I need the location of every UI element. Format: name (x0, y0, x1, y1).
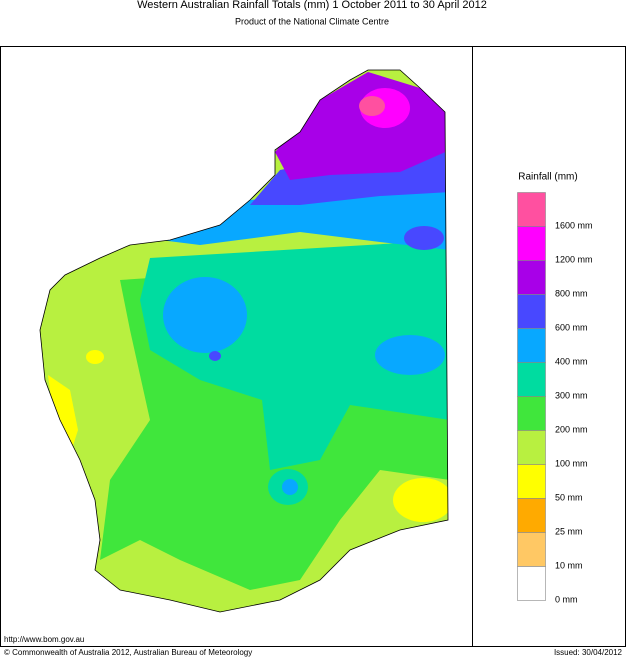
zone (163, 277, 247, 353)
legend-label: 50 mm (555, 492, 583, 502)
legend-label: 1600 mm (555, 220, 593, 230)
legend-swatch (517, 192, 546, 227)
zone (404, 226, 444, 250)
legend-swatch (517, 430, 546, 465)
legend-label: 0 mm (555, 594, 578, 604)
legend-swatch (517, 362, 546, 397)
zone (393, 478, 448, 522)
legend-label: 800 mm (555, 288, 588, 298)
zone (160, 180, 448, 250)
legend-swatch (517, 226, 546, 261)
footer-copyright: © Commonwealth of Australia 2012, Austra… (4, 648, 252, 657)
legend-label: 300 mm (555, 390, 588, 400)
zone (86, 350, 104, 364)
legend-swatch (517, 532, 546, 567)
subtitle: Product of the National Climate Centre (235, 16, 389, 26)
legend-label: 400 mm (555, 356, 588, 366)
legend-swatch (517, 464, 546, 499)
zone (209, 351, 221, 361)
legend-label: 100 mm (555, 458, 588, 468)
rainfall-map (40, 70, 448, 612)
zone (359, 96, 385, 116)
legend-swatch (517, 396, 546, 431)
legend-swatch (517, 498, 546, 533)
legend-label: 25 mm (555, 526, 583, 536)
legend-swatch (517, 294, 546, 329)
legend-label: 1200 mm (555, 254, 593, 264)
zone (250, 150, 448, 205)
legend-label: 10 mm (555, 560, 583, 570)
zone (48, 375, 78, 455)
legend-title: Rainfall (mm) (518, 172, 577, 183)
legend-swatch (517, 260, 546, 295)
legend-label: 200 mm (555, 424, 588, 434)
state-outline (39, 69, 449, 613)
zone (375, 335, 445, 375)
footer-url: http://www.bom.gov.au (4, 635, 84, 644)
title: Western Australian Rainfall Totals (mm) … (137, 0, 487, 11)
footer-issued: Issued: 30/04/2012 (554, 648, 623, 657)
legend: 1600 mm 1200 mm 800 mm 600 mm 400 mm 300 mm 20… (517, 192, 593, 604)
legend-swatch (517, 328, 546, 363)
zone (282, 479, 298, 495)
legend-swatch (517, 566, 546, 601)
legend-label: 600 mm (555, 322, 588, 332)
